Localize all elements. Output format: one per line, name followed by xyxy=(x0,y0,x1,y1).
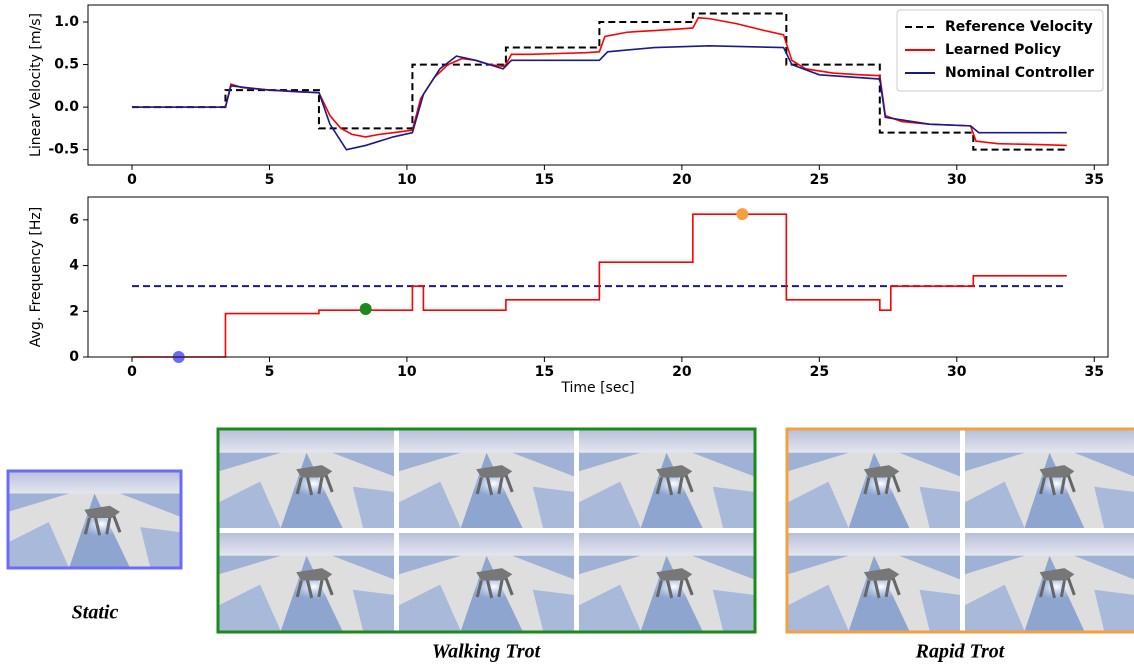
x-tick-label: 20 xyxy=(672,172,692,188)
rapid-trot-panel xyxy=(785,427,1134,634)
caption: Walking Trot xyxy=(432,641,542,663)
x-tick-label: 35 xyxy=(1085,364,1104,380)
y-axis-label: Linear Velocity [m/s] xyxy=(28,13,44,157)
caption: Static xyxy=(72,602,119,624)
y-tick-label: 4 xyxy=(69,258,79,274)
x-tick-label: 5 xyxy=(265,364,275,380)
x-tick-label: 15 xyxy=(535,172,554,188)
static-panel xyxy=(6,469,183,570)
x-tick-label: 5 xyxy=(265,172,275,188)
marker xyxy=(736,208,749,221)
axes-frame xyxy=(87,4,1109,166)
x-tick-label: 10 xyxy=(397,172,417,188)
x-tick-label: 25 xyxy=(810,172,829,188)
frequency-chart: 0 5 10 15 20 25 30 35 0 2 4 6 Avg. Frequency [Hz] Tim… xyxy=(28,196,1109,396)
y-tick-label: 1.0 xyxy=(54,14,79,30)
x-tick-label: 0 xyxy=(127,364,137,380)
axes-frame xyxy=(87,196,1109,358)
series-line xyxy=(131,213,1067,358)
x-tick-label: 15 xyxy=(535,364,554,380)
y-tick-label: 0 xyxy=(69,349,79,365)
series-line xyxy=(131,12,1067,151)
y-tick-label: 2 xyxy=(69,303,79,319)
marker xyxy=(359,303,372,315)
x-tick-label: 0 xyxy=(127,172,137,188)
y-tick-label: 0.0 xyxy=(54,99,79,115)
x-axis-label: Time [sec] xyxy=(560,380,634,396)
y-tick-label: 0.5 xyxy=(54,57,79,73)
x-tick-label: 30 xyxy=(947,172,967,188)
x-tick-label: 25 xyxy=(810,364,829,380)
legend-label: Nominal Controller xyxy=(945,65,1094,81)
series-line xyxy=(131,45,1067,151)
y-axis-label: Avg. Frequency [Hz] xyxy=(28,207,44,347)
y-tick-label: 6 xyxy=(69,212,79,228)
legend-box xyxy=(896,9,1104,92)
x-tick-label: 30 xyxy=(947,364,967,380)
series-line xyxy=(131,16,1067,147)
x-tick-label: 10 xyxy=(397,364,417,380)
velocity-chart: 0 5 10 15 20 25 30 35 -0.5 0.0 0.5 1.0 Linear Veloci… xyxy=(28,4,1109,188)
caption: Rapid Trot xyxy=(915,641,1006,663)
y-tick-label: -0.5 xyxy=(48,142,79,158)
x-tick-label: 35 xyxy=(1085,172,1104,188)
x-tick-label: 20 xyxy=(672,364,692,380)
legend-label: Learned Policy xyxy=(945,42,1061,58)
walking-trot-panel xyxy=(216,427,757,634)
legend-label: Reference Velocity xyxy=(945,19,1093,35)
